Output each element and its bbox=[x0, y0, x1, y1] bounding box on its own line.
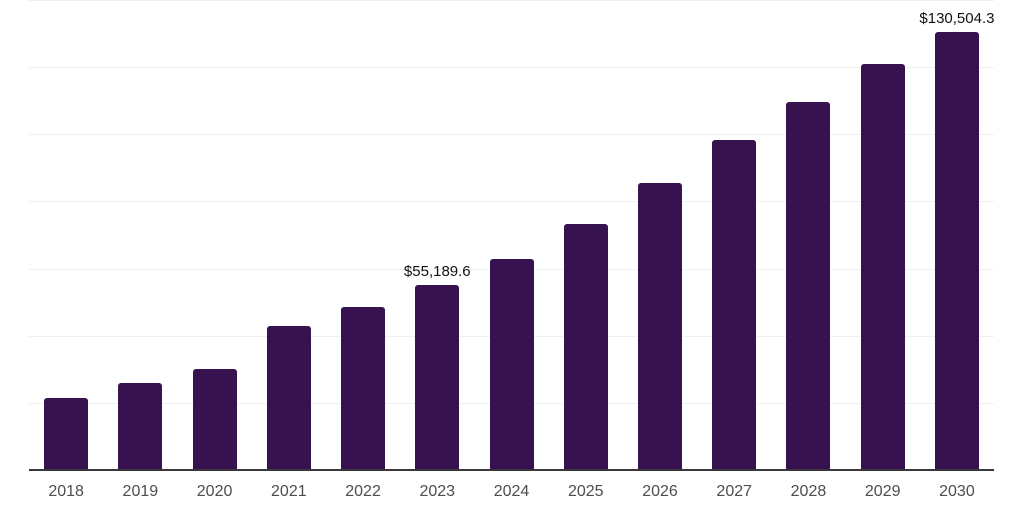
bar-slot-2022 bbox=[326, 0, 400, 470]
x-tick-2030: 2030 bbox=[939, 483, 975, 500]
bar-2021 bbox=[266, 325, 311, 470]
bar-slot-2020 bbox=[177, 0, 251, 470]
bar-slot-2026 bbox=[623, 0, 697, 470]
bar-2018 bbox=[44, 397, 89, 470]
bar-slot-2030: $130,504.3 bbox=[919, 0, 995, 470]
bar-2019 bbox=[118, 382, 163, 470]
bar-2026 bbox=[637, 182, 682, 470]
x-tick-2029: 2029 bbox=[864, 483, 901, 500]
bar-2027 bbox=[712, 140, 757, 470]
bar-2022 bbox=[341, 306, 386, 470]
x-tick-2023: 2023 bbox=[419, 483, 456, 500]
bars-container: $55,189.6 $130,504.3 bbox=[29, 0, 994, 470]
bar-slot-2027 bbox=[697, 0, 771, 470]
bar-slot-2021 bbox=[252, 0, 326, 470]
bar-2020 bbox=[192, 368, 237, 470]
plot-area: $55,189.6 $130,504.3 bbox=[29, 0, 994, 471]
gridline bbox=[29, 67, 994, 69]
x-tick-2024: 2024 bbox=[493, 483, 530, 500]
x-axis-line bbox=[29, 469, 994, 471]
bar-slot-2018 bbox=[29, 0, 103, 470]
x-axis-labels: 2018 2019 2020 2021 2022 2023 2024 2025 2026 2027… bbox=[29, 482, 994, 501]
bar-2025 bbox=[563, 224, 608, 470]
x-tick-2025: 2025 bbox=[567, 483, 604, 500]
bar-slot-2023: $55,189.6 bbox=[400, 0, 474, 470]
x-tick-2027: 2027 bbox=[716, 483, 753, 500]
data-label-2023: $55,189.6 bbox=[403, 262, 471, 280]
bar-2024 bbox=[489, 258, 534, 470]
bar-slot-2025 bbox=[549, 0, 623, 470]
gridline bbox=[29, 0, 994, 1]
gridline bbox=[29, 134, 994, 136]
x-tick-2028: 2028 bbox=[790, 483, 827, 500]
bar-2028 bbox=[786, 101, 831, 470]
bar-2023 bbox=[415, 284, 460, 470]
x-tick-2019: 2019 bbox=[122, 483, 159, 500]
bar-slot-2019 bbox=[103, 0, 177, 470]
x-tick-2022: 2022 bbox=[345, 483, 381, 500]
gridline bbox=[29, 201, 994, 203]
data-label-2030: $130,504.3 bbox=[919, 9, 995, 27]
bar-2029 bbox=[860, 63, 905, 470]
x-tick-2018: 2018 bbox=[48, 483, 84, 500]
x-tick-2020: 2020 bbox=[196, 483, 233, 500]
bar-slot-2028 bbox=[771, 0, 845, 470]
x-tick-2026: 2026 bbox=[642, 483, 678, 500]
bar-slot-2024 bbox=[474, 0, 548, 470]
bar-2030 bbox=[934, 31, 979, 470]
x-tick-2021: 2021 bbox=[271, 483, 307, 500]
bar-slot-2029 bbox=[846, 0, 920, 470]
